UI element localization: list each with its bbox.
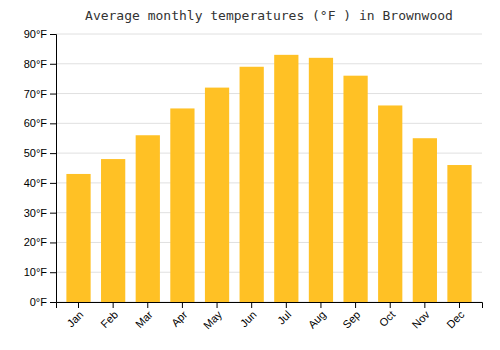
bar (309, 58, 333, 302)
bar (170, 108, 194, 302)
x-tick-label: Nov (410, 308, 433, 331)
x-tick-label: Feb (98, 308, 120, 330)
bar (274, 55, 298, 302)
title: Average monthly temperatures (°F ) in Br… (85, 8, 453, 23)
chart: Jan Feb Mar Apr May Jun Jul Aug Sep Oct Nov Dec 0°F 1… (0, 0, 500, 350)
y-tick-label: 30°F (24, 207, 48, 219)
x-tick-label: Jul (275, 308, 293, 326)
tick-mark (50, 272, 56, 273)
tick-mark (251, 302, 252, 308)
y-tick: 0°F (30, 296, 56, 308)
y-tick: 70°F (24, 88, 56, 100)
y-tick: 10°F (24, 266, 56, 278)
axis-domain (50, 35, 57, 303)
x-tick-label: Oct (377, 308, 398, 329)
y-tick-label: 40°F (24, 177, 48, 189)
tick-mark (182, 302, 183, 308)
tick-mark (320, 302, 321, 308)
bar (101, 159, 125, 302)
y-tick: 40°F (24, 177, 56, 189)
y-tick-label: 0°F (30, 296, 48, 308)
y-tick-label: 80°F (24, 58, 48, 70)
grid-line (56, 123, 482, 124)
x-tick: Feb (98, 302, 120, 330)
x-tick: Mar (133, 302, 155, 330)
x-tick: Aug (306, 302, 328, 331)
axis-domain (57, 303, 483, 309)
bar (205, 88, 229, 302)
tick-mark (50, 123, 56, 124)
plot: Jan Feb Mar Apr May Jun Jul Aug Sep Oct Nov Dec 0°F 1… (24, 28, 483, 331)
y-tick-label: 70°F (24, 88, 48, 100)
bar (240, 67, 264, 302)
tick-mark (50, 64, 56, 65)
tick-mark (424, 302, 425, 308)
x-tick: Nov (410, 302, 433, 331)
x-tick-label: Mar (133, 308, 155, 330)
tick-mark (50, 242, 56, 243)
tick-mark (355, 302, 356, 308)
x-tick-label: May (201, 308, 225, 332)
grid-line (56, 63, 482, 64)
x-tick: Jul (275, 302, 293, 327)
y-tick-label: 20°F (24, 236, 48, 248)
bar (378, 105, 402, 302)
tick-mark (50, 302, 56, 303)
grid-line (56, 34, 482, 35)
y-tick-label: 50°F (24, 147, 48, 159)
x-tick: Jan (64, 302, 85, 329)
x-tick-label: Apr (169, 308, 190, 329)
tick-mark (217, 302, 218, 308)
tick-mark (50, 213, 56, 214)
tick-mark (286, 302, 287, 308)
tick-mark (50, 183, 56, 184)
tick-mark (459, 302, 460, 308)
x-tick: Jun (238, 302, 259, 329)
bar (136, 135, 160, 302)
x-tick-label: Dec (444, 308, 467, 331)
tick-mark (50, 94, 56, 95)
y-tick-label: 10°F (24, 266, 48, 278)
x-axis: Jan Feb Mar Apr May Jun Jul Aug Sep Oct Nov Dec (57, 302, 483, 331)
tick-mark (113, 302, 114, 308)
x-tick: Dec (444, 302, 467, 331)
x-tick: Sep (340, 302, 362, 331)
tick-mark (78, 302, 79, 308)
x-tick-label: Jun (238, 308, 259, 329)
y-tick: 30°F (24, 207, 56, 219)
bar (343, 76, 367, 302)
x-tick: Apr (169, 302, 190, 329)
grid-line (56, 93, 482, 94)
tick-mark (50, 34, 56, 35)
bars (66, 55, 471, 302)
x-tick: Oct (377, 302, 398, 329)
x-tick-label: Sep (340, 308, 362, 330)
bar (413, 138, 437, 302)
y-tick: 60°F (24, 117, 56, 129)
x-tick-label: Jan (64, 308, 85, 329)
tick-mark (147, 302, 148, 308)
bar (66, 174, 90, 302)
bar (447, 165, 471, 302)
grid (56, 34, 482, 302)
y-tick: 90°F (24, 28, 56, 40)
x-tick: May (201, 302, 225, 331)
x-tick-label: Aug (306, 308, 328, 330)
tick-mark (390, 302, 391, 308)
tick-mark (50, 153, 56, 154)
y-tick-label: 60°F (24, 117, 48, 129)
y-axis: 0°F 10°F 20°F 30°F 40°F 50°F 60°F 70°F 80°F 90°F (24, 28, 57, 308)
y-tick: 50°F (24, 147, 56, 159)
y-tick: 80°F (24, 58, 56, 70)
y-tick: 20°F (24, 236, 56, 248)
y-tick-label: 90°F (24, 28, 48, 40)
